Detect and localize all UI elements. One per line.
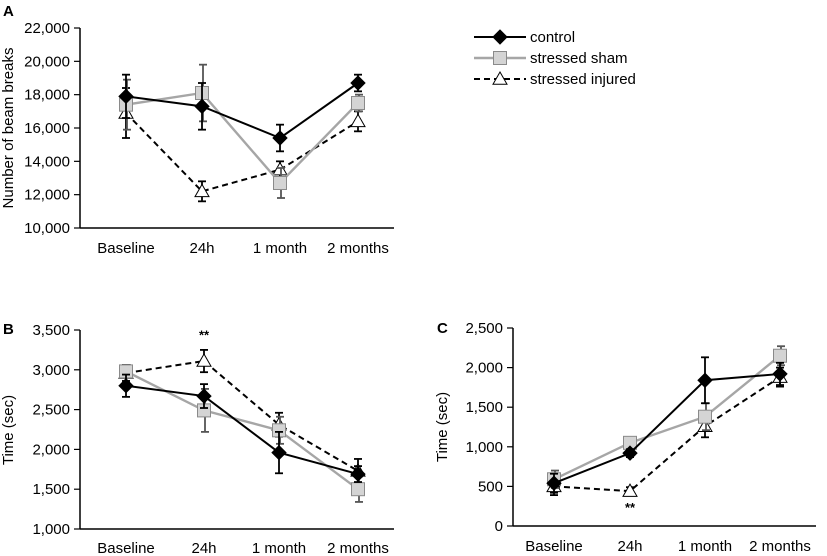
panel-a-y-tick-label: 22,000 xyxy=(24,20,70,37)
legend-label-stressed-injured: stressed injured xyxy=(530,71,636,88)
panel-a: A 10,000 12,000 14,000 16,000 18,000 20,000 22,… xyxy=(0,3,394,257)
panel-a-point-control xyxy=(194,98,210,115)
panel-a-line-control xyxy=(125,82,359,140)
panel-b-y-tick-label: 1,000 xyxy=(32,521,70,538)
panel-b-y-tick-label: 3,500 xyxy=(32,322,70,339)
panel-a-y-tick-label: 12,000 xyxy=(24,187,70,204)
panel-b-x-tick-label: 2 months xyxy=(327,540,389,556)
panel-b-y-tick-label: 3,000 xyxy=(32,362,70,379)
panel-b-point-stressed-injured xyxy=(196,353,212,367)
panel-c-line-control xyxy=(553,372,781,485)
panel-b-point-control xyxy=(271,444,287,461)
legend-label-stressed-sham: stressed sham xyxy=(530,50,628,67)
panel-a-y-tick-label: 14,000 xyxy=(24,153,70,170)
panel-a-y-tick-label: 10,000 xyxy=(24,220,70,237)
panel-c-y-tick-label: 1,000 xyxy=(465,439,503,456)
panel-a-x-tick-label: 24h xyxy=(189,240,214,257)
legend: control stressed sham stressed injured xyxy=(474,29,636,88)
panel-c-point-control xyxy=(772,366,788,382)
panel-a-y-tick-label: 18,000 xyxy=(24,87,70,104)
panel-a-point-control xyxy=(118,88,134,105)
panel-b-significance-marker: ** xyxy=(199,328,210,343)
panel-b-line-stressed-sham xyxy=(125,370,359,491)
legend-item-stressed-sham: stressed sham xyxy=(474,50,628,67)
panel-b-x-tick-label: Baseline xyxy=(97,540,155,556)
panel-b-x-tick-label: 1 month xyxy=(252,540,306,556)
panel-c-y-axis-title: Time (sec) xyxy=(434,392,451,462)
panel-c-significance-marker: ** xyxy=(625,500,636,515)
panel-a-x-tick-label: 2 months xyxy=(327,240,389,257)
panel-c-x-tick-label: 24h xyxy=(617,538,642,555)
panel-c: C 0 500 1,000 1,500 2,000 2,500 Baseline 24h 1 mo… xyxy=(434,320,816,555)
panel-b-line-control xyxy=(125,384,359,476)
panel-b-point-control xyxy=(196,388,212,404)
panel-c-x-tick-label: 2 months xyxy=(749,538,811,555)
panel-b-point-control xyxy=(118,378,134,394)
panel-b-y-tick-label: 2,000 xyxy=(32,441,70,458)
panel-c-point-stressed-sham xyxy=(698,409,712,424)
panel-b-label: B xyxy=(3,321,14,338)
panel-c-y-tick-label: 2,500 xyxy=(465,320,503,337)
panel-a-point-stressed-injured xyxy=(350,113,366,128)
legend-marker-stressed-sham xyxy=(493,51,507,65)
panel-a-point-control xyxy=(272,130,288,146)
panel-c-line-stressed-injured xyxy=(553,376,781,493)
panel-b-series-stressed-injured xyxy=(118,348,366,484)
panel-c-point-stressed-sham xyxy=(773,348,787,363)
panel-c-series-control xyxy=(546,356,788,494)
panel-a-line-stressed-injured xyxy=(125,112,359,193)
legend-marker-stressed-injured xyxy=(492,70,508,85)
panel-c-y-tick-label: 1,500 xyxy=(465,399,503,416)
panel-b-y-tick-label: 1,500 xyxy=(32,481,70,498)
panel-a-series-control xyxy=(118,73,366,153)
panel-c-series-stressed-injured xyxy=(546,366,788,497)
panel-c-y-tick-label: 0 xyxy=(495,518,503,535)
panel-a-x-tick-label: Baseline xyxy=(97,240,155,257)
panel-b-series-control xyxy=(118,373,366,483)
panel-a-series-stressed-sham xyxy=(119,63,365,199)
panel-c-x-tick-label: 1 month xyxy=(678,538,732,555)
panel-c-point-control xyxy=(622,445,638,461)
panel-a-point-stressed-injured xyxy=(194,183,210,198)
panel-a-point-control xyxy=(350,75,366,91)
panel-c-point-stressed-injured xyxy=(622,483,638,497)
panel-c-point-control xyxy=(697,372,713,388)
panel-a-point-stressed-sham xyxy=(273,176,287,190)
legend-item-stressed-injured: stressed injured xyxy=(474,70,636,88)
panel-a-y-axis-title: Number of beam breaks xyxy=(0,48,17,209)
legend-marker-control xyxy=(492,29,508,45)
panel-c-label: C xyxy=(437,320,448,337)
panel-c-x-tick-label: Baseline xyxy=(525,538,583,555)
panel-a-line-stressed-sham xyxy=(125,91,359,185)
panel-a-label: A xyxy=(3,3,14,20)
panel-c-y-tick-label: 2,000 xyxy=(465,360,503,377)
panel-b-y-axis-title: Time (sec) xyxy=(0,395,17,465)
panel-a-y-tick-label: 20,000 xyxy=(24,53,70,70)
panel-c-point-control xyxy=(546,475,562,491)
panel-b-x-tick-label: 24h xyxy=(191,540,216,556)
panel-a-point-stressed-sham xyxy=(351,96,365,110)
panel-a-y-tick-label: 16,000 xyxy=(24,120,70,137)
panel-b-point-stressed-sham xyxy=(351,482,365,497)
panel-c-y-tick-label: 500 xyxy=(478,478,503,495)
panel-b-line-stressed-injured xyxy=(125,359,359,472)
panel-a-x-tick-label: 1 month xyxy=(253,240,307,257)
legend-label-control: control xyxy=(530,29,575,46)
panel-b-series-stressed-sham xyxy=(119,364,365,503)
panel-c-point-stressed-injured xyxy=(697,418,713,432)
legend-item-control: control xyxy=(474,29,575,46)
panel-c-line-stressed-sham xyxy=(553,354,781,481)
panel-b-point-control xyxy=(350,466,366,482)
panel-b: B 1,000 1,500 2,000 2,500 3,000 3,500 Baseline 2… xyxy=(0,321,394,556)
panel-b-y-tick-label: 2,500 xyxy=(32,402,70,419)
